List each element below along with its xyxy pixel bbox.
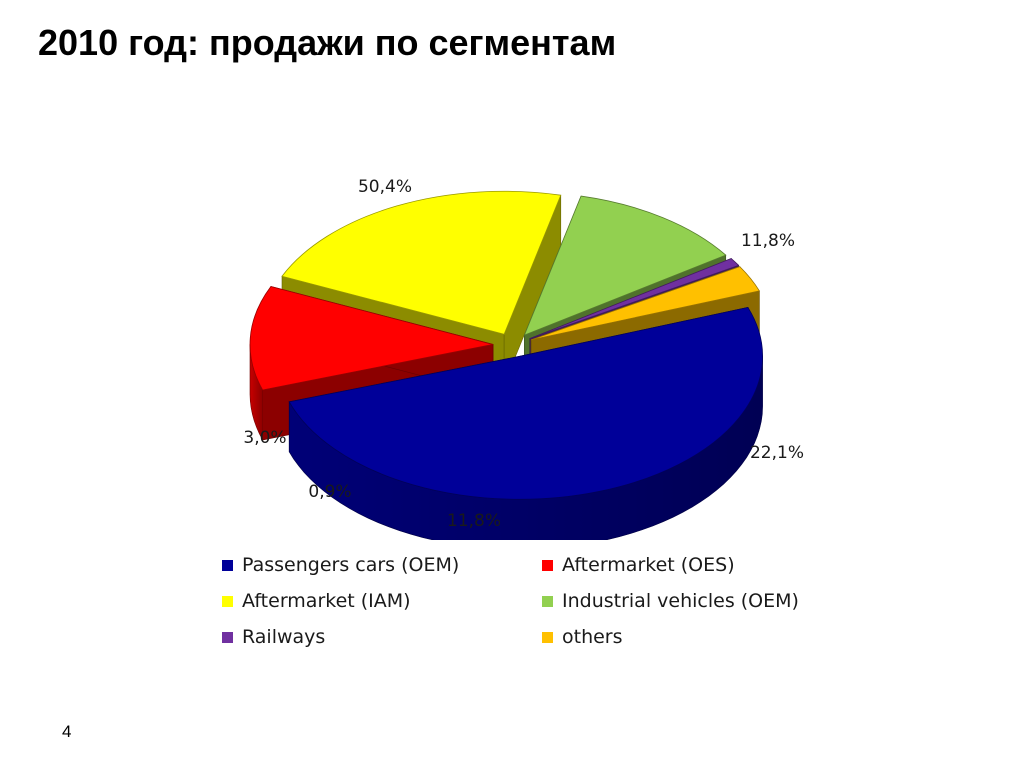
legend-item-industrial-vehicles: Industrial vehicles (OEM) xyxy=(542,588,842,614)
legend-swatch xyxy=(542,595,553,607)
slice-top-others xyxy=(530,266,761,341)
legend-label: Industrial vehicles (OEM) xyxy=(562,590,799,612)
legend-label: others xyxy=(562,626,623,648)
slice-top-passenger-cars xyxy=(288,306,763,500)
legend-label: Railways xyxy=(242,626,326,648)
legend-item-railways: Railways xyxy=(222,624,542,650)
slice-top-railways xyxy=(529,258,740,339)
legend-swatch xyxy=(222,559,233,571)
legend-swatch xyxy=(542,559,553,571)
legend-label: Aftermarket (IAM) xyxy=(242,590,411,612)
legend-item-aftermarket-oes: Aftermarket (OES) xyxy=(542,552,842,578)
pie-chart: 50,4% 11,8% 22,1% 11,8% 0,9% 3,0% xyxy=(243,177,804,540)
chart-legend: Passengers cars (OEM) Aftermarket (OES) … xyxy=(222,552,842,650)
legend-item-aftermarket-iam: Aftermarket (IAM) xyxy=(222,588,542,614)
slice-top-industrial-vehicles xyxy=(523,195,727,336)
legend-swatch xyxy=(222,595,233,607)
slice-top-aftermarket-iam xyxy=(281,190,562,335)
data-label-industrial-vehicles: 11,8% xyxy=(447,511,501,531)
slide-title: 2010 год: продажи по сегментам xyxy=(38,22,617,63)
data-label-aftermarket-iam: 22,1% xyxy=(750,443,804,463)
page-number: 4 xyxy=(62,722,72,741)
legend-label: Passengers cars (OEM) xyxy=(242,554,460,576)
data-label-railways: 0,9% xyxy=(308,482,351,502)
legend-label: Aftermarket (OES) xyxy=(562,554,735,576)
legend-swatch xyxy=(542,631,553,643)
pie-slice-passenger-cars xyxy=(288,306,763,540)
data-label-passenger-cars: 50,4% xyxy=(358,177,412,197)
data-label-aftermarket-oes: 11,8% xyxy=(741,231,795,251)
slice-top-aftermarket-oes xyxy=(249,286,494,391)
data-label-others: 3,0% xyxy=(243,428,286,448)
legend-item-passenger-cars: Passengers cars (OEM) xyxy=(222,552,542,578)
legend-swatch xyxy=(222,631,233,643)
legend-item-others: others xyxy=(542,624,842,650)
